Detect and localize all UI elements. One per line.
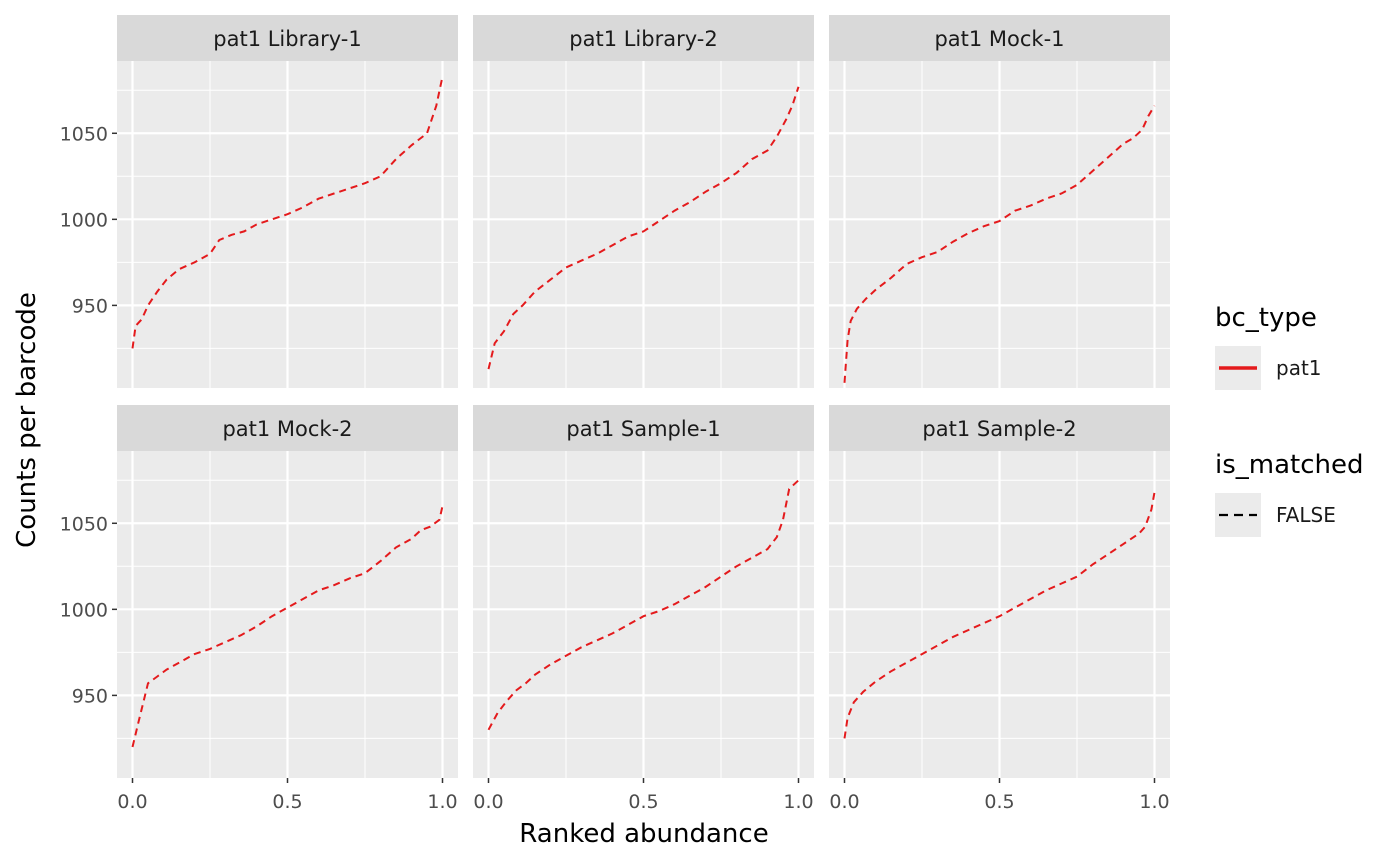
x-tick-label: 0.0: [829, 791, 859, 813]
facet-panels: pat1 Library-1 950 1000 1050 pat1 Library-2 p…: [60, 15, 1170, 813]
x-tick-label: 0.0: [473, 791, 503, 813]
facet-panel: pat1 Sample-2 0.0 0.5 1.0: [829, 405, 1170, 813]
facet-panel: pat1 Mock-1: [829, 15, 1170, 388]
facet-strip: [829, 405, 1170, 451]
legend-title: is_matched: [1215, 450, 1364, 480]
x-tick-label: 0.5: [628, 791, 658, 813]
legend-area: bc_type pat1 is_matched FALSE: [1215, 303, 1364, 537]
x-tick-label: 0.5: [984, 791, 1014, 813]
facet-strip: [829, 15, 1170, 61]
facet-panel: pat1 Sample-1 0.0 0.5 1.0: [473, 405, 814, 813]
x-axis-title: Ranked abundance: [519, 819, 768, 849]
y-tick-label: 950: [72, 295, 108, 317]
y-axis-title: Counts per barcode: [12, 292, 42, 548]
facet-strip: [117, 15, 458, 61]
facet-strip-label: pat1 Mock-2: [222, 417, 352, 441]
y-tick-label: 1050: [60, 513, 108, 535]
facet-strip-label: pat1 Library-2: [569, 27, 717, 51]
series-line: [487, 479, 800, 731]
legend-title: bc_type: [1215, 303, 1317, 333]
y-tick-label: 1050: [60, 123, 108, 145]
facet-strip: [473, 15, 814, 61]
series-line: [131, 76, 444, 349]
facet-panel: pat1 Mock-2 950 1000 1050 0.0 0.5 1.0: [60, 405, 458, 813]
facet-strip-label: pat1 Sample-1: [566, 417, 720, 441]
x-tick-label: 1.0: [1139, 791, 1169, 813]
series-line: [487, 86, 800, 370]
facet-strip: [117, 405, 458, 451]
legend: bc_type pat1: [1215, 303, 1322, 390]
y-tick-label: 950: [72, 685, 108, 707]
x-tick-label: 1.0: [783, 791, 813, 813]
series-line: [843, 492, 1156, 739]
legend: is_matched FALSE: [1215, 450, 1364, 537]
legend-label: pat1: [1276, 356, 1322, 380]
facet-panel: pat1 Library-1 950 1000 1050: [60, 15, 458, 388]
series-line: [131, 505, 444, 748]
legend-label: FALSE: [1276, 503, 1336, 527]
x-tick-label: 1.0: [427, 791, 457, 813]
x-tick-label: 0.0: [117, 791, 147, 813]
facet-panel: pat1 Library-2: [473, 15, 814, 388]
facet-strip-label: pat1 Mock-1: [934, 27, 1064, 51]
facet-strip: [473, 405, 814, 451]
y-tick-label: 1000: [60, 599, 108, 621]
x-tick-label: 0.5: [272, 791, 302, 813]
y-tick-label: 1000: [60, 209, 108, 231]
facet-strip-label: pat1 Sample-2: [922, 417, 1076, 441]
facet-strip-label: pat1 Library-1: [213, 27, 361, 51]
series-line: [843, 105, 1156, 383]
